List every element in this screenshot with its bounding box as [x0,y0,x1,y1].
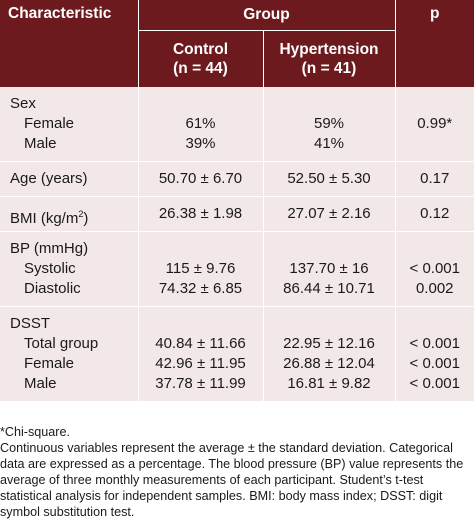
age-control: 50.70 ± 6.70 [139,169,263,189]
dsst-total-label: Total group [0,334,138,354]
table-row-sex: Sex Female Male 61% 39% 59% 41% 0.99* [0,87,474,162]
bmi-label: BMI (kg/m2) [0,204,138,224]
age-label: Age (years) [0,169,138,189]
bmi-hypertension: 27.07 ± 2.16 [264,204,395,224]
dsst-female-label: Female [0,354,138,374]
dsst-male-control: 37.78 ± 11.99 [139,374,263,394]
dsst-female-p-value: < 0.001 [396,354,474,374]
header-control-label: Control [139,40,263,59]
dsst-male-label: Male [0,374,138,394]
age-hypertension: 52.50 ± 5.30 [264,169,395,189]
bp-diastolic-hypertension: 86.44 ± 10.71 [264,279,395,299]
dsst-label: DSST [0,314,138,334]
sex-p-value: 0.99* [396,114,474,134]
bp-systolic-hypertension: 137.70 ± 16 [264,259,395,279]
header-group: Group [138,0,395,31]
results-table: Characteristic Group p Control (n = 44) … [0,0,474,401]
bp-systolic-control: 115 ± 9.76 [139,259,263,279]
bp-diastolic-p-value: 0.002 [396,279,474,299]
sex-male-label: Male [0,134,138,154]
dsst-female-hypertension: 26.88 ± 12.04 [264,354,395,374]
bp-systolic-label: Systolic [0,259,138,279]
sex-female-label: Female [0,114,138,134]
dsst-male-p-value: < 0.001 [396,374,474,394]
bp-diastolic-control: 74.32 ± 6.85 [139,279,263,299]
header-control-n: (n = 44) [139,59,263,78]
header-hypertension-n: (n = 41) [264,59,395,78]
bp-diastolic-label: Diastolic [0,279,138,299]
bp-systolic-p-value: < 0.001 [396,259,474,279]
bmi-p-value: 0.12 [396,204,474,224]
dsst-total-p-value: < 0.001 [396,334,474,354]
footnote-line: *Chi-square. [0,424,474,440]
bmi-control: 26.38 ± 1.98 [139,204,263,224]
header-control: Control (n = 44) [138,31,263,88]
age-p-value: 0.17 [396,169,474,189]
header-characteristic: Characteristic [0,0,138,87]
dsst-total-hypertension: 22.95 ± 12.16 [264,334,395,354]
sex-female-control: 61% [139,114,263,134]
footnote-line: Continuous variables represent the avera… [0,440,474,456]
footnote-line: statistical analysis for independent sam… [0,488,474,504]
header-hypertension: Hypertension (n = 41) [263,31,395,88]
sex-male-control: 39% [139,134,263,154]
footnote-line: data are expressed as a percentage. The … [0,456,474,472]
bp-label: BP (mmHg) [0,239,138,259]
sex-label: Sex [0,94,138,114]
table-footnotes: *Chi-square. Continuous variables repres… [0,424,474,520]
sex-male-hypertension: 41% [264,134,395,154]
header-hypertension-label: Hypertension [264,40,395,59]
header-p: p [395,0,474,87]
sex-female-hypertension: 59% [264,114,395,134]
dsst-total-control: 40.84 ± 11.66 [139,334,263,354]
dsst-male-hypertension: 16.81 ± 9.82 [264,374,395,394]
table-row-age: Age (years) 50.70 ± 6.70 52.50 ± 5.30 0.… [0,162,474,197]
table-row-dsst: DSST Total group Female Male 40.84 ± 11.… [0,307,474,402]
table-row-bmi: BMI (kg/m2) 26.38 ± 1.98 27.07 ± 2.16 0.… [0,197,474,232]
footnote-line: average of three monthly measurements of… [0,472,474,488]
dsst-female-control: 42.96 ± 11.95 [139,354,263,374]
table-row-bp: BP (mmHg) Systolic Diastolic 115 ± 9.76 … [0,232,474,307]
